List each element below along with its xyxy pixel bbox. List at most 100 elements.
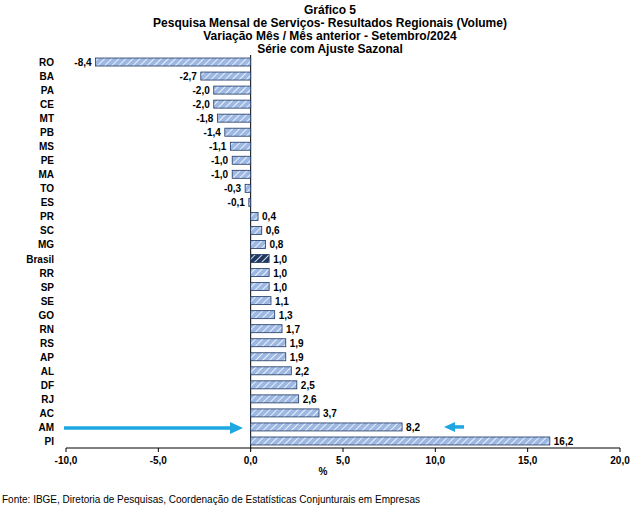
source: Fonte: IBGE, Diretoria de Pesquisas, Coo…	[2, 494, 420, 505]
x-tick	[527, 448, 528, 452]
subtitle: Variação Mês / Mês anterior - Setembro/2…	[203, 29, 457, 43]
bar	[251, 395, 299, 403]
bar	[251, 255, 269, 263]
data-label: 16,2	[554, 436, 574, 447]
x-axis-label: %	[319, 466, 328, 477]
bar	[251, 269, 269, 277]
arrow-head	[230, 422, 243, 434]
bar	[251, 240, 266, 248]
bar	[251, 325, 282, 333]
bar	[249, 198, 251, 206]
data-label: 1,0	[273, 268, 287, 279]
bar	[251, 283, 269, 291]
category-label: TO	[40, 183, 54, 194]
x-tick	[66, 448, 67, 452]
bar	[251, 437, 550, 445]
bar	[245, 184, 251, 192]
bar	[232, 156, 250, 164]
category-label: PE	[41, 155, 55, 166]
category-label: AM	[38, 422, 54, 433]
category-label: PB	[40, 127, 54, 138]
x-tick-label: 10,0	[426, 455, 446, 466]
x-tick	[250, 448, 251, 452]
data-label: 1,0	[273, 254, 287, 265]
x-tick-label: 5,0	[336, 455, 350, 466]
chart: Gráfico 5Pesquisa Mensal de Serviços- Re…	[0, 0, 642, 511]
data-label: -8,4	[74, 57, 92, 68]
category-label: PI	[45, 436, 55, 447]
bar	[214, 86, 251, 94]
data-label: -0,3	[224, 183, 242, 194]
category-label: BA	[40, 71, 54, 82]
data-label: 2,5	[301, 380, 315, 391]
bar	[230, 142, 250, 150]
category-label: DF	[41, 380, 54, 391]
x-tick-label: 20,0	[610, 455, 630, 466]
x-tick	[435, 448, 436, 452]
data-label: -1,1	[209, 141, 227, 152]
bar	[225, 128, 251, 136]
data-label: 1,1	[275, 296, 289, 307]
x-tick-label: -10,0	[55, 455, 78, 466]
data-label: 1,9	[290, 338, 304, 349]
category-label: CE	[40, 99, 54, 110]
bar	[251, 212, 258, 220]
bar	[201, 72, 251, 80]
bar	[251, 423, 402, 431]
category-label: AL	[41, 366, 54, 377]
category-label: MA	[38, 169, 54, 180]
bars	[96, 58, 550, 445]
bar	[251, 367, 292, 375]
data-label: -0,1	[228, 197, 246, 208]
category-label: RR	[40, 268, 55, 279]
category-label: RO	[39, 57, 54, 68]
data-label: 0,8	[269, 239, 283, 250]
bar	[251, 297, 271, 305]
x-tick	[343, 448, 344, 452]
data-label: 2,2	[295, 366, 309, 377]
x-tick-label: -5,0	[150, 455, 168, 466]
data-label: 2,6	[303, 394, 317, 405]
bar	[214, 100, 251, 108]
bar	[251, 409, 319, 417]
x-tick	[620, 448, 621, 452]
title: Gráfico 5	[304, 3, 356, 17]
bar	[251, 226, 262, 234]
data-label: -2,7	[180, 71, 198, 82]
bar	[217, 114, 250, 122]
category-label: AC	[40, 408, 54, 419]
data-label: 3,7	[323, 408, 337, 419]
category-label: RJ	[41, 394, 54, 405]
data-label: -2,0	[192, 99, 210, 110]
category-label: MT	[40, 113, 54, 124]
data-label: -1,0	[211, 169, 229, 180]
data-label: 1,9	[290, 352, 304, 363]
subtitle: Pesquisa Mensal de Serviços- Resultados …	[153, 16, 507, 30]
arrow	[64, 426, 232, 430]
subtitle: Série com Ajuste Sazonal	[257, 42, 403, 56]
data-label: 1,3	[279, 310, 293, 321]
x-tick-label: 0,0	[244, 455, 258, 466]
category-label: GO	[38, 310, 54, 321]
data-label: -2,0	[192, 85, 210, 96]
data-label: 0,6	[266, 225, 280, 236]
data-label: -1,0	[211, 155, 229, 166]
category-label: Brasil	[26, 254, 54, 265]
bar	[232, 170, 250, 178]
data-label: 1,0	[273, 282, 287, 293]
category-label: SP	[41, 282, 55, 293]
category-label: PA	[41, 85, 54, 96]
category-label: RS	[40, 338, 54, 349]
category-label: MS	[39, 141, 54, 152]
bar	[251, 339, 286, 347]
category-label: ES	[41, 197, 55, 208]
data-label: 0,4	[262, 211, 276, 222]
category-label: RN	[40, 324, 54, 335]
category-label: AP	[40, 352, 54, 363]
x-tick	[158, 448, 159, 452]
category-label: SE	[41, 296, 55, 307]
data-label: 1,7	[286, 324, 300, 335]
data-label: 8,2	[406, 422, 420, 433]
bar	[251, 311, 275, 319]
bar	[251, 381, 297, 389]
